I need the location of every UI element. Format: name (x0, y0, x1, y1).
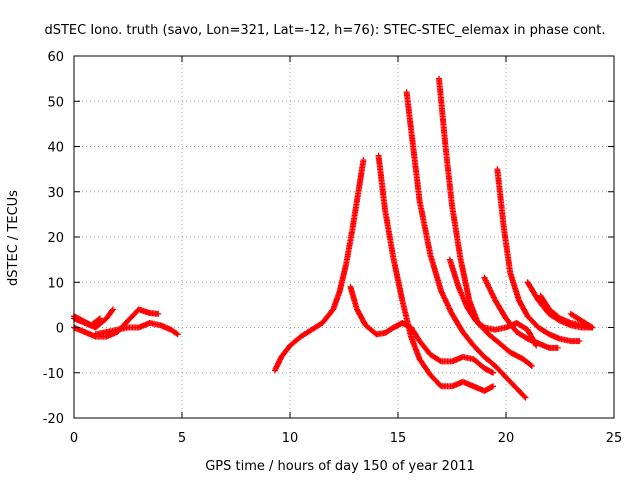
data-points (71, 75, 596, 401)
data-track (403, 89, 529, 401)
data-point-markers (446, 256, 540, 349)
data-track (271, 157, 367, 374)
y-tick-label: 20 (47, 231, 64, 246)
x-tick-label: 25 (606, 431, 623, 446)
y-tick-label: -20 (43, 412, 64, 427)
y-tick-label: 30 (47, 186, 64, 201)
x-tick-label: 0 (70, 431, 78, 446)
data-track (375, 152, 496, 394)
axis-ticks: 0 5 10 15 20 25 -20 -10 0 10 20 30 40 50 60 (43, 50, 623, 446)
data-track (446, 256, 540, 349)
chart-title: dSTEC Iono. truth (savo, Lon=321, Lat=-1… (44, 23, 605, 38)
y-tick-label: 10 (47, 276, 64, 291)
x-tick-label: 15 (390, 431, 407, 446)
x-tick-label: 20 (498, 431, 515, 446)
data-point-markers (494, 166, 583, 345)
data-point-markers (567, 310, 596, 331)
grid-lines (74, 56, 614, 418)
x-axis-label: GPS time / hours of day 150 of year 2011 (205, 459, 475, 474)
data-point-markers (92, 320, 181, 338)
data-point-markers (375, 152, 496, 394)
y-axis-label: dSTEC / TECUs (6, 190, 21, 286)
data-track (92, 320, 181, 338)
data-track (347, 283, 496, 376)
y-tick-label: 40 (47, 141, 64, 156)
y-tick-label: 50 (47, 95, 64, 110)
x-tick-label: 5 (178, 431, 186, 446)
data-track (494, 166, 583, 345)
data-point-markers (271, 157, 367, 374)
y-tick-label: 60 (47, 50, 64, 65)
data-point-markers (347, 283, 496, 376)
x-tick-label: 10 (282, 431, 299, 446)
data-track (481, 274, 561, 351)
data-track (567, 310, 596, 331)
y-tick-label: -10 (43, 367, 64, 382)
data-point-markers (403, 89, 529, 401)
y-tick-label: 0 (56, 322, 64, 337)
data-point-markers (481, 274, 561, 351)
